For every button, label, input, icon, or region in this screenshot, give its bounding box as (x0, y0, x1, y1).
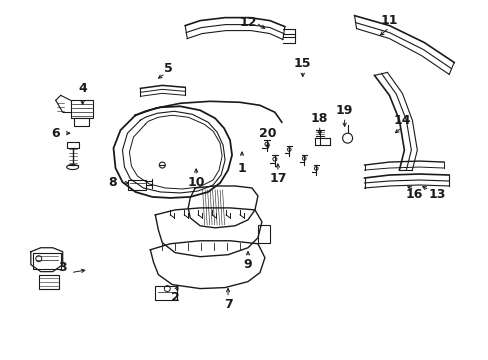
Text: 15: 15 (293, 57, 311, 70)
FancyBboxPatch shape (71, 100, 92, 118)
Text: 19: 19 (335, 104, 352, 117)
Text: 3: 3 (58, 261, 67, 274)
Text: 10: 10 (187, 176, 204, 189)
Text: 20: 20 (259, 127, 276, 140)
Text: 12: 12 (239, 16, 256, 29)
Text: 2: 2 (170, 291, 179, 304)
Text: 6: 6 (51, 127, 60, 140)
Text: 9: 9 (243, 258, 252, 271)
Text: 1: 1 (237, 162, 246, 175)
Text: 14: 14 (393, 114, 410, 127)
Text: 13: 13 (427, 188, 445, 202)
Text: 5: 5 (163, 62, 172, 75)
FancyBboxPatch shape (74, 118, 88, 126)
FancyBboxPatch shape (39, 275, 59, 289)
Text: 4: 4 (78, 82, 87, 95)
FancyBboxPatch shape (258, 225, 269, 243)
Text: 8: 8 (108, 176, 117, 189)
FancyBboxPatch shape (155, 285, 177, 300)
FancyBboxPatch shape (33, 253, 61, 269)
FancyBboxPatch shape (128, 180, 146, 190)
FancyBboxPatch shape (66, 142, 79, 148)
Text: 17: 17 (268, 171, 286, 185)
Text: 11: 11 (380, 14, 397, 27)
Text: 7: 7 (223, 298, 232, 311)
Text: 16: 16 (405, 188, 422, 202)
Text: 18: 18 (310, 112, 328, 125)
